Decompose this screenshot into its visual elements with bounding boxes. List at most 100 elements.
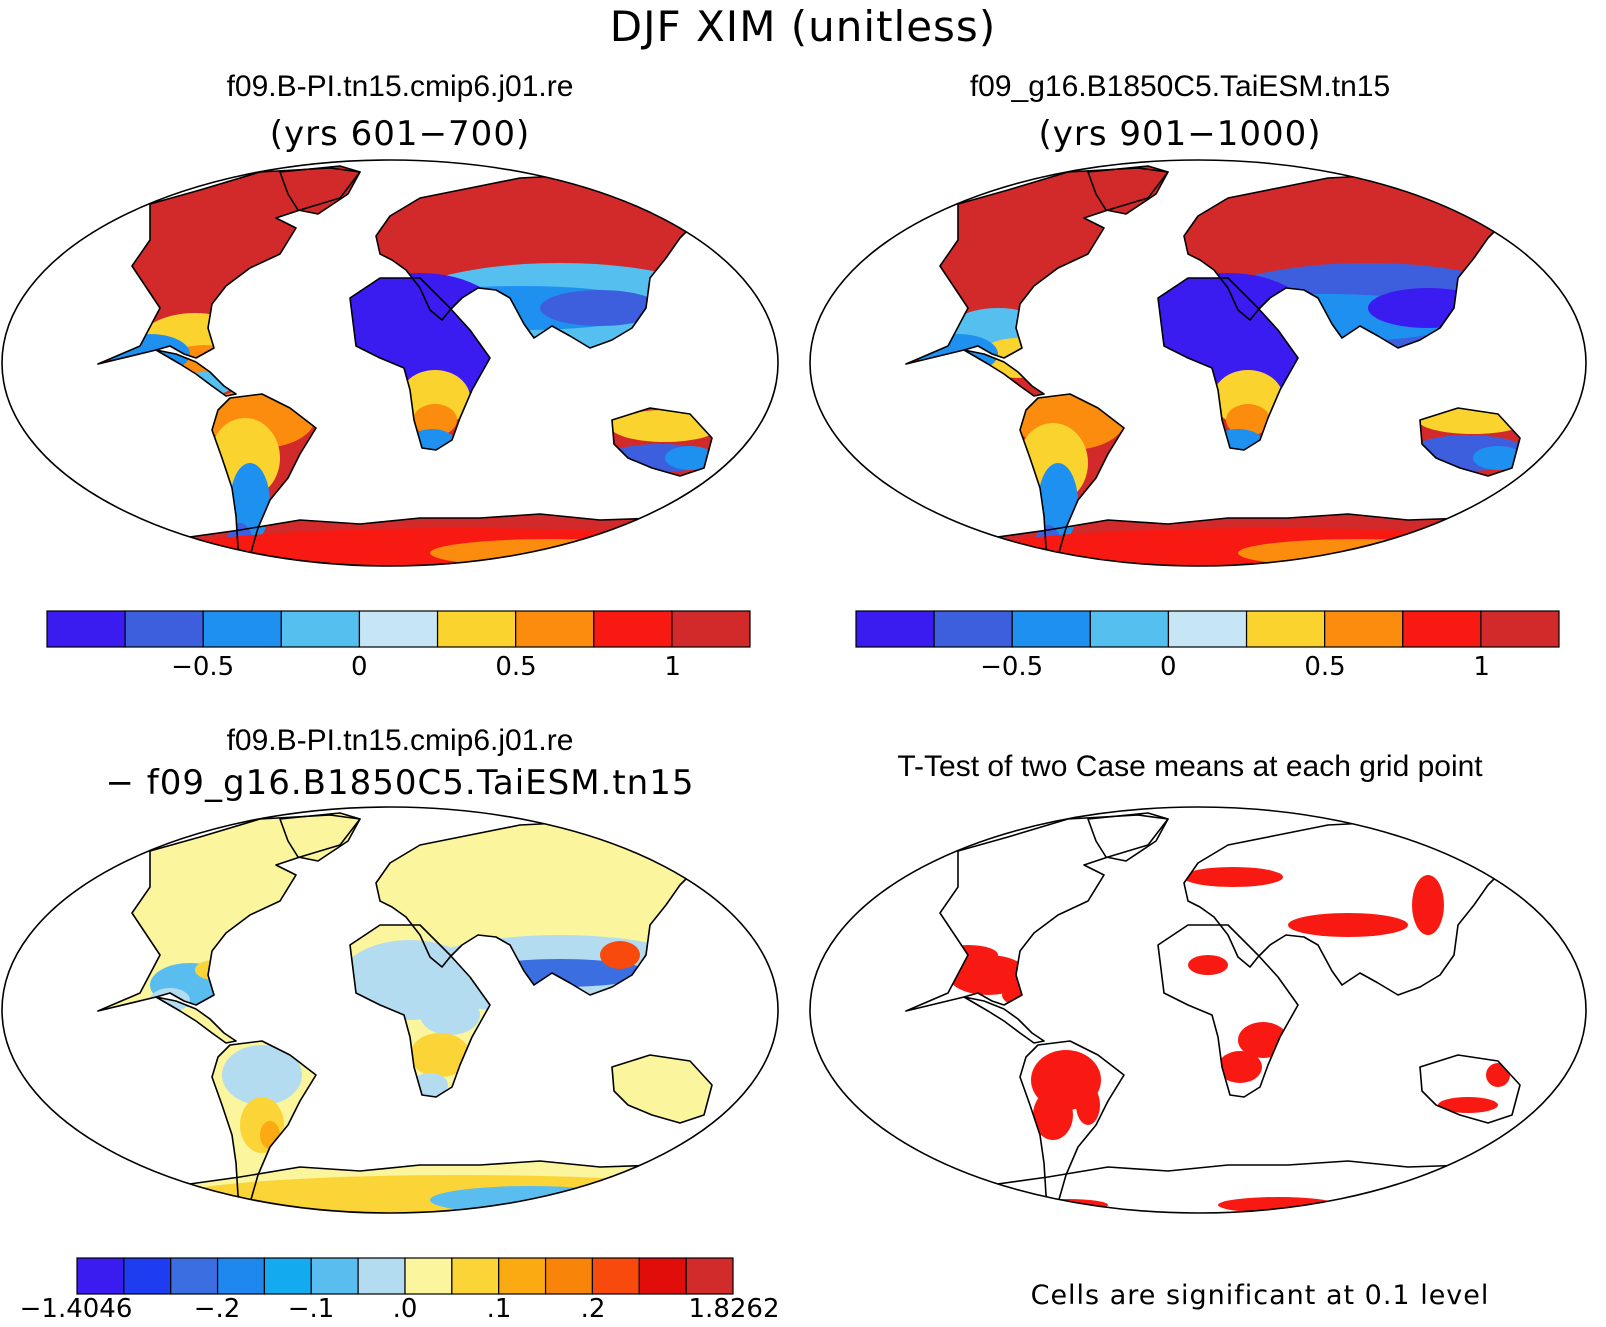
field-zone: [1486, 1063, 1510, 1087]
significance-note: Cells are significant at 0.1 level: [1030, 1280, 1490, 1311]
coastline-africa: [349, 924, 491, 1098]
colorbar-1-svg: [46, 610, 751, 648]
colorbar-swatch: [593, 610, 673, 648]
colorbar-swatch: [855, 610, 935, 648]
coastline-centralAmerica: [963, 349, 1045, 397]
colorbar-tick-label: .1: [486, 1294, 512, 1324]
colorbar-tick-label: .0: [392, 1294, 418, 1324]
colorbar-2: [855, 610, 1560, 648]
coastline-australia: [611, 407, 713, 477]
map-panel-4: [808, 805, 1606, 1215]
colorbar-swatch: [498, 1257, 547, 1295]
coastline-australia: [611, 1054, 713, 1124]
field-zone: [260, 1121, 280, 1149]
field-zone: [1033, 1090, 1073, 1140]
coastline-africa: [1157, 924, 1299, 1098]
field-zone: [420, 995, 480, 1035]
colorbar-swatch: [263, 1257, 312, 1295]
map-panel-3: [0, 805, 800, 1215]
coastline-northAmerica: [97, 167, 361, 365]
coastline-northAmerica: [97, 814, 361, 1012]
coastline-centralAmerica: [155, 996, 237, 1044]
colorbar-swatch: [436, 610, 517, 648]
colorbar-tick-label: .2: [580, 1294, 606, 1324]
colorbar-swatch: [280, 610, 361, 648]
map-frame: [1, 806, 779, 1214]
map-panel-1: [0, 158, 800, 568]
land-fill: [98, 166, 760, 566]
field-zone: [1188, 955, 1228, 975]
map-3-svg: [1, 806, 779, 1214]
panel-2-title: f09_g16.B1850C5.TaiESM.tn15: [969, 70, 1391, 103]
field-zone: [1076, 1085, 1100, 1125]
map-2-svg: [809, 159, 1587, 567]
panel-1-subtitle: (yrs 601−700): [269, 114, 531, 154]
colorbar-swatch: [638, 1257, 687, 1295]
colorbar-2-ticks: −0.5 0 0.5 1: [855, 652, 1560, 686]
coastline-africa: [1157, 277, 1299, 451]
panel-3-title: f09.B-PI.tn15.cmip6.j01.re: [226, 724, 574, 757]
colorbar-swatch: [1402, 610, 1482, 648]
coastline-greenland: [1087, 165, 1169, 215]
panel-4-title: T-Test of two Case means at each grid po…: [897, 750, 1483, 783]
colorbar-tick-label: 0.5: [495, 652, 537, 682]
colorbar-swatch: [310, 1257, 359, 1295]
field-zone: [1218, 1051, 1262, 1083]
colorbar-tick-label: 1.8262: [688, 1294, 780, 1324]
colorbar-tick-label: 0: [1160, 652, 1177, 682]
coastline-australia: [1419, 1054, 1521, 1124]
field-zone: [1288, 913, 1408, 937]
map-field: [905, 165, 1569, 566]
map-field: [97, 165, 761, 566]
panel-1-title: f09.B-PI.tn15.cmip6.j01.re: [226, 70, 574, 103]
map-field: [97, 812, 761, 1213]
colorbar-swatch: [591, 1257, 640, 1295]
field-zone: [600, 941, 640, 969]
colorbar-swatch: [46, 610, 126, 648]
colorbar-3-svg: [76, 1257, 734, 1295]
map-frame: [1, 159, 779, 567]
coastline-greenland: [1087, 812, 1169, 862]
panel-2-subtitle: (yrs 901−1000): [1038, 114, 1322, 154]
coastline-australia: [1419, 407, 1521, 477]
map-1-svg: [1, 159, 779, 567]
map-field: [905, 812, 1569, 1213]
colorbar-swatch: [515, 610, 595, 648]
field-zone: [1002, 985, 1034, 1005]
colorbar-swatch: [170, 1257, 219, 1295]
colorbar-swatch: [1245, 610, 1326, 648]
map-panel-2: [808, 158, 1606, 568]
colorbar-swatch: [685, 1257, 734, 1295]
coastline-greenland: [279, 812, 361, 862]
colorbar-swatch: [1324, 610, 1404, 648]
colorbar-swatch: [404, 1257, 453, 1295]
colorbar-tick-label: 1: [1473, 652, 1490, 682]
map-frame: [809, 159, 1587, 567]
field-zone: [177, 372, 233, 396]
colorbar-tick-label: −0.5: [980, 652, 1044, 682]
field-zone: [1183, 867, 1283, 887]
colorbar-1-ticks: −0.5 0 0.5 1: [46, 652, 751, 686]
field-zone: [413, 404, 457, 436]
colorbar-1: [46, 610, 751, 648]
land-fill: [906, 166, 1568, 566]
figure-title: DJF XIM (unitless): [609, 2, 997, 51]
land-fill: [906, 813, 1568, 1213]
colorbar-swatch: [216, 1257, 266, 1295]
land-fill: [98, 813, 760, 1213]
colorbar-swatch: [544, 1257, 594, 1295]
colorbar-swatch: [202, 610, 282, 648]
coastline-centralAmerica: [155, 349, 237, 397]
map-4-svg: [809, 806, 1587, 1214]
colorbar-swatch: [451, 1257, 500, 1295]
colorbar-tick-label: −0.5: [171, 652, 235, 682]
colorbar-swatch: [671, 610, 751, 648]
field-zone: [115, 213, 255, 293]
colorbar-tick-label: −.1: [287, 1294, 335, 1324]
field-zone: [923, 213, 1063, 293]
coastline-centralAmerica: [963, 996, 1045, 1044]
field-zone: [410, 1033, 470, 1077]
colorbar-swatch: [1011, 610, 1091, 648]
colorbar-3: [76, 1257, 734, 1295]
field-base: [906, 813, 1568, 1213]
